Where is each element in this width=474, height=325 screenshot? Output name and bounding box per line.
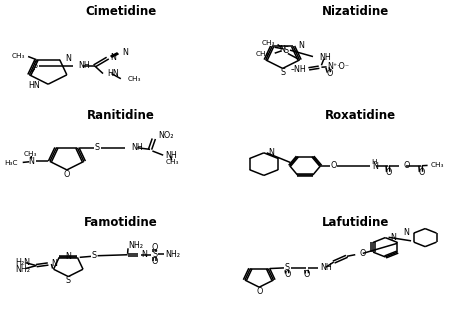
- Text: N: N: [28, 157, 34, 166]
- Text: CH₃: CH₃: [255, 51, 269, 57]
- Text: O: O: [304, 269, 310, 279]
- Text: S: S: [91, 251, 96, 260]
- Text: CH₃: CH₃: [128, 76, 141, 82]
- Text: CH₃: CH₃: [11, 53, 25, 58]
- Text: O: O: [284, 269, 291, 279]
- Text: Ranitidine: Ranitidine: [87, 109, 155, 122]
- Text: S: S: [32, 61, 37, 70]
- Text: O: O: [151, 243, 157, 252]
- Text: S: S: [284, 263, 289, 272]
- Text: HN: HN: [28, 81, 40, 90]
- Text: CH₃: CH₃: [431, 162, 444, 168]
- Text: N: N: [373, 162, 379, 171]
- Text: O: O: [151, 257, 157, 266]
- Text: –NH: –NH: [290, 65, 306, 74]
- Text: N: N: [122, 48, 128, 57]
- Text: N: N: [110, 53, 117, 62]
- Text: O: O: [360, 249, 366, 258]
- Text: NH: NH: [131, 143, 143, 152]
- Text: Famotidine: Famotidine: [84, 215, 158, 228]
- Text: O: O: [404, 161, 410, 170]
- Text: N: N: [268, 148, 274, 157]
- Text: N: N: [299, 41, 305, 50]
- Text: CH₃: CH₃: [261, 40, 275, 46]
- Text: N: N: [279, 45, 285, 54]
- Text: N: N: [51, 259, 57, 268]
- Text: N: N: [141, 250, 147, 259]
- Text: Lafutidine: Lafutidine: [322, 215, 389, 228]
- Text: O: O: [326, 69, 333, 78]
- Text: O: O: [64, 170, 70, 179]
- Text: N: N: [390, 233, 396, 242]
- Text: O: O: [330, 161, 337, 170]
- Text: H₃C: H₃C: [5, 160, 18, 166]
- Text: N⁺: N⁺: [328, 62, 337, 71]
- Text: NO₂: NO₂: [158, 131, 174, 140]
- Text: S: S: [283, 46, 289, 55]
- Text: NH: NH: [319, 53, 331, 62]
- Text: H: H: [371, 160, 377, 165]
- Text: HN: HN: [107, 69, 118, 78]
- Text: N: N: [65, 252, 71, 261]
- Text: S: S: [153, 250, 158, 259]
- Text: O: O: [385, 168, 392, 177]
- Text: S: S: [94, 143, 100, 152]
- Text: NH: NH: [78, 61, 90, 70]
- Text: H₂N: H₂N: [16, 258, 31, 266]
- Text: O: O: [256, 287, 263, 296]
- Text: NH₂: NH₂: [16, 265, 31, 274]
- Text: N: N: [65, 54, 71, 63]
- Text: NH: NH: [320, 263, 332, 272]
- Text: Nizatidine: Nizatidine: [322, 5, 389, 18]
- Text: ·O⁻: ·O⁻: [336, 62, 349, 71]
- Text: NH₂: NH₂: [165, 250, 180, 259]
- Text: O: O: [418, 168, 425, 177]
- Text: Cimetidine: Cimetidine: [85, 5, 156, 18]
- Text: N: N: [403, 227, 409, 237]
- Text: CH₃: CH₃: [24, 151, 37, 157]
- Text: NH: NH: [165, 151, 177, 160]
- Text: S: S: [280, 68, 285, 77]
- Text: CH₃: CH₃: [165, 159, 179, 165]
- Text: NH₂: NH₂: [128, 241, 144, 250]
- Text: S: S: [66, 276, 71, 285]
- Text: Roxatidine: Roxatidine: [325, 109, 396, 122]
